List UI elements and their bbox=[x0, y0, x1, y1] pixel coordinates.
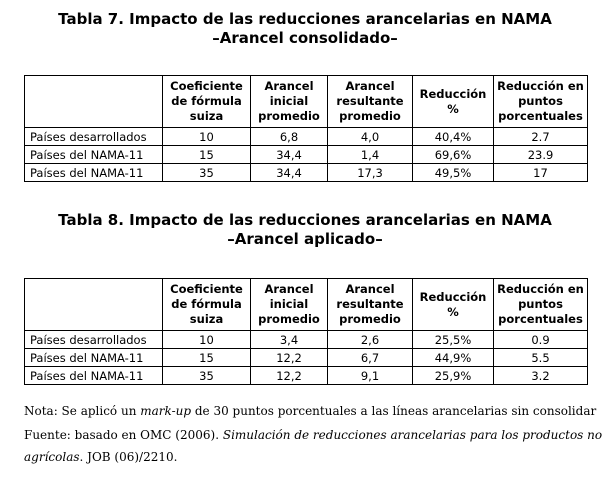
table-cell: 17 bbox=[493, 163, 588, 182]
table7-title-line2: –Arancel consolidado– bbox=[212, 29, 398, 47]
footnote-prefix: Nota: Se aplicó un bbox=[24, 404, 141, 418]
table-cell: 4,0 bbox=[327, 127, 413, 146]
table7-header-cell: Reducción en puntos porcentuales bbox=[493, 75, 588, 128]
table8-header-cell bbox=[24, 278, 163, 331]
table-cell: Países desarrollados bbox=[24, 330, 163, 349]
table-cell: 35 bbox=[162, 163, 251, 182]
table-row: Países del NAMA-11 35 34,4 17,3 49,5% 17 bbox=[24, 163, 588, 182]
table-cell: 2,6 bbox=[327, 330, 413, 349]
table8-header-cell: Coeficiente de fórmula suiza bbox=[162, 278, 251, 331]
table-cell: 40,4% bbox=[412, 127, 494, 146]
table8-header-cell: Arancel resultante promedio bbox=[327, 278, 413, 331]
table-cell: 69,6% bbox=[412, 145, 494, 164]
table7-title-line1: Tabla 7. Impacto de las reducciones aran… bbox=[58, 10, 552, 28]
table-row: Países del NAMA-11 15 12,2 6,7 44,9% 5.5 bbox=[24, 348, 588, 367]
table7-header-row: Coeficiente de fórmula suiza Arancel ini… bbox=[24, 75, 588, 128]
table-cell: 10 bbox=[162, 127, 251, 146]
table-cell: 17,3 bbox=[327, 163, 413, 182]
table-cell: 10 bbox=[162, 330, 251, 349]
table-cell: Países del NAMA-11 bbox=[24, 163, 163, 182]
footnote-suffix: de 30 puntos porcentuales a las líneas a… bbox=[191, 404, 597, 418]
table7-title: Tabla 7. Impacto de las reducciones aran… bbox=[0, 10, 610, 48]
table7-header-cell: Reducción % bbox=[412, 75, 494, 128]
table-cell: 12,2 bbox=[250, 366, 328, 385]
table-cell: 15 bbox=[162, 348, 251, 367]
table-cell: 6,8 bbox=[250, 127, 328, 146]
table7-header-cell: Arancel resultante promedio bbox=[327, 75, 413, 128]
table-cell: 0.9 bbox=[493, 330, 588, 349]
table-cell: 25,9% bbox=[412, 366, 494, 385]
table-cell: 5.5 bbox=[493, 348, 588, 367]
table-row: Países del NAMA-11 15 34,4 1,4 69,6% 23.… bbox=[24, 145, 588, 164]
table-cell: 2.7 bbox=[493, 127, 588, 146]
table-cell: Países del NAMA-11 bbox=[24, 366, 163, 385]
table-cell: 3.2 bbox=[493, 366, 588, 385]
table-cell: 12,2 bbox=[250, 348, 328, 367]
table-row: Países desarrollados 10 6,8 4,0 40,4% 2.… bbox=[24, 127, 588, 146]
table-cell: Países desarrollados bbox=[24, 127, 163, 146]
table-cell: 23.9 bbox=[493, 145, 588, 164]
table8-header-row: Coeficiente de fórmula suiza Arancel ini… bbox=[24, 278, 588, 331]
table-cell: 1,4 bbox=[327, 145, 413, 164]
table8: Coeficiente de fórmula suiza Arancel ini… bbox=[24, 278, 588, 385]
table8-header-cell: Arancel inicial promedio bbox=[250, 278, 328, 331]
table-cell: 44,9% bbox=[412, 348, 494, 367]
table7-header-cell: Coeficiente de fórmula suiza bbox=[162, 75, 251, 128]
table8-title-line1: Tabla 8. Impacto de las reducciones aran… bbox=[58, 211, 552, 229]
source-suffix: . JOB (06)/2210. bbox=[79, 450, 178, 464]
source-citation: Fuente: basado en OMC (2006). Simulación… bbox=[24, 424, 604, 468]
footnote-italic: mark-up bbox=[140, 404, 192, 418]
table-cell: 15 bbox=[162, 145, 251, 164]
table-cell: 49,5% bbox=[412, 163, 494, 182]
table-cell: 3,4 bbox=[250, 330, 328, 349]
footnote: Nota: Se aplicó un mark-up de 30 puntos … bbox=[24, 400, 604, 422]
table-cell: 34,4 bbox=[250, 145, 328, 164]
table-cell: 6,7 bbox=[327, 348, 413, 367]
table-row: Países desarrollados 10 3,4 2,6 25,5% 0.… bbox=[24, 330, 588, 349]
table-cell: 34,4 bbox=[250, 163, 328, 182]
table-cell: 9,1 bbox=[327, 366, 413, 385]
table-cell: Países del NAMA-11 bbox=[24, 348, 163, 367]
table8-title: Tabla 8. Impacto de las reducciones aran… bbox=[0, 211, 610, 249]
table7: Coeficiente de fórmula suiza Arancel ini… bbox=[24, 75, 588, 182]
table-cell: 35 bbox=[162, 366, 251, 385]
table7-header-cell bbox=[24, 75, 163, 128]
table8-header-cell: Reducción en puntos porcentuales bbox=[493, 278, 588, 331]
table7-header-cell: Arancel inicial promedio bbox=[250, 75, 328, 128]
source-prefix: Fuente: basado en OMC (2006). bbox=[24, 428, 223, 442]
table8-title-line2: –Arancel aplicado– bbox=[227, 230, 383, 248]
table-row: Países del NAMA-11 35 12,2 9,1 25,9% 3.2 bbox=[24, 366, 588, 385]
source-italic: Simulación de reducciones arancelarias p… bbox=[24, 428, 603, 464]
table-cell: Países del NAMA-11 bbox=[24, 145, 163, 164]
table-cell: 25,5% bbox=[412, 330, 494, 349]
table8-header-cell: Reducción % bbox=[412, 278, 494, 331]
